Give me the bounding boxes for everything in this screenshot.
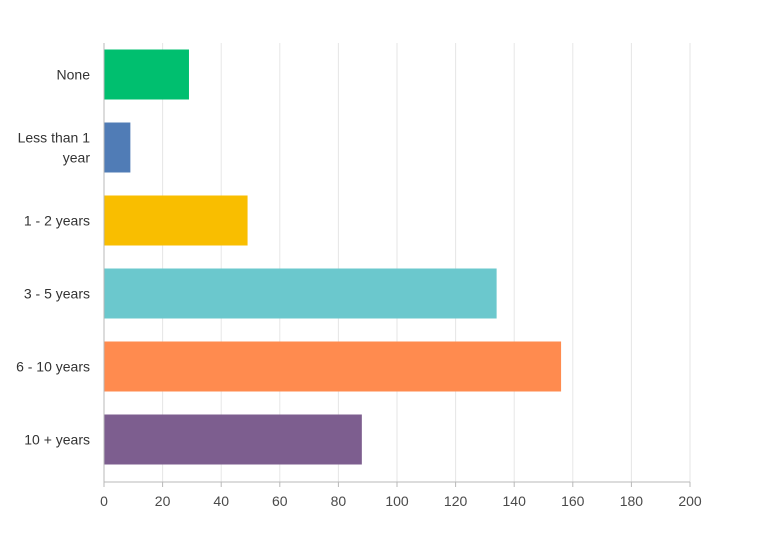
x-tick-label: 180 [620, 493, 644, 509]
x-tick-label: 100 [385, 493, 409, 509]
category-label: 6 - 10 years [16, 359, 90, 375]
category-label: year [63, 150, 91, 166]
bar-4 [104, 341, 562, 392]
x-tick-label: 40 [213, 493, 229, 509]
bar-0 [104, 49, 189, 100]
bar-2 [104, 195, 248, 246]
category-labels: None Less than 1 year 1 - 2 years 3 - 5 year… [16, 67, 90, 448]
bars [104, 49, 562, 465]
gridlines [162, 43, 691, 482]
x-tick-label: 20 [155, 493, 171, 509]
category-label: Less than 1 [18, 130, 91, 146]
x-tick-label: 80 [331, 493, 347, 509]
category-label: 10 + years [24, 432, 90, 448]
bar-5 [104, 414, 362, 465]
x-tick-label: 200 [678, 493, 702, 509]
x-tick-label: 140 [503, 493, 527, 509]
bar-1 [104, 122, 131, 173]
category-label: 1 - 2 years [24, 213, 90, 229]
category-label: 3 - 5 years [24, 286, 90, 302]
bar-3 [104, 268, 497, 319]
x-tick-label: 120 [444, 493, 468, 509]
x-tick-labels: 0 20 40 60 80 100 120 140 160 180 200 [100, 482, 702, 509]
x-tick-label: 60 [272, 493, 288, 509]
category-label: None [57, 67, 91, 83]
x-tick-label: 0 [100, 493, 108, 509]
x-tick-label: 160 [561, 493, 585, 509]
